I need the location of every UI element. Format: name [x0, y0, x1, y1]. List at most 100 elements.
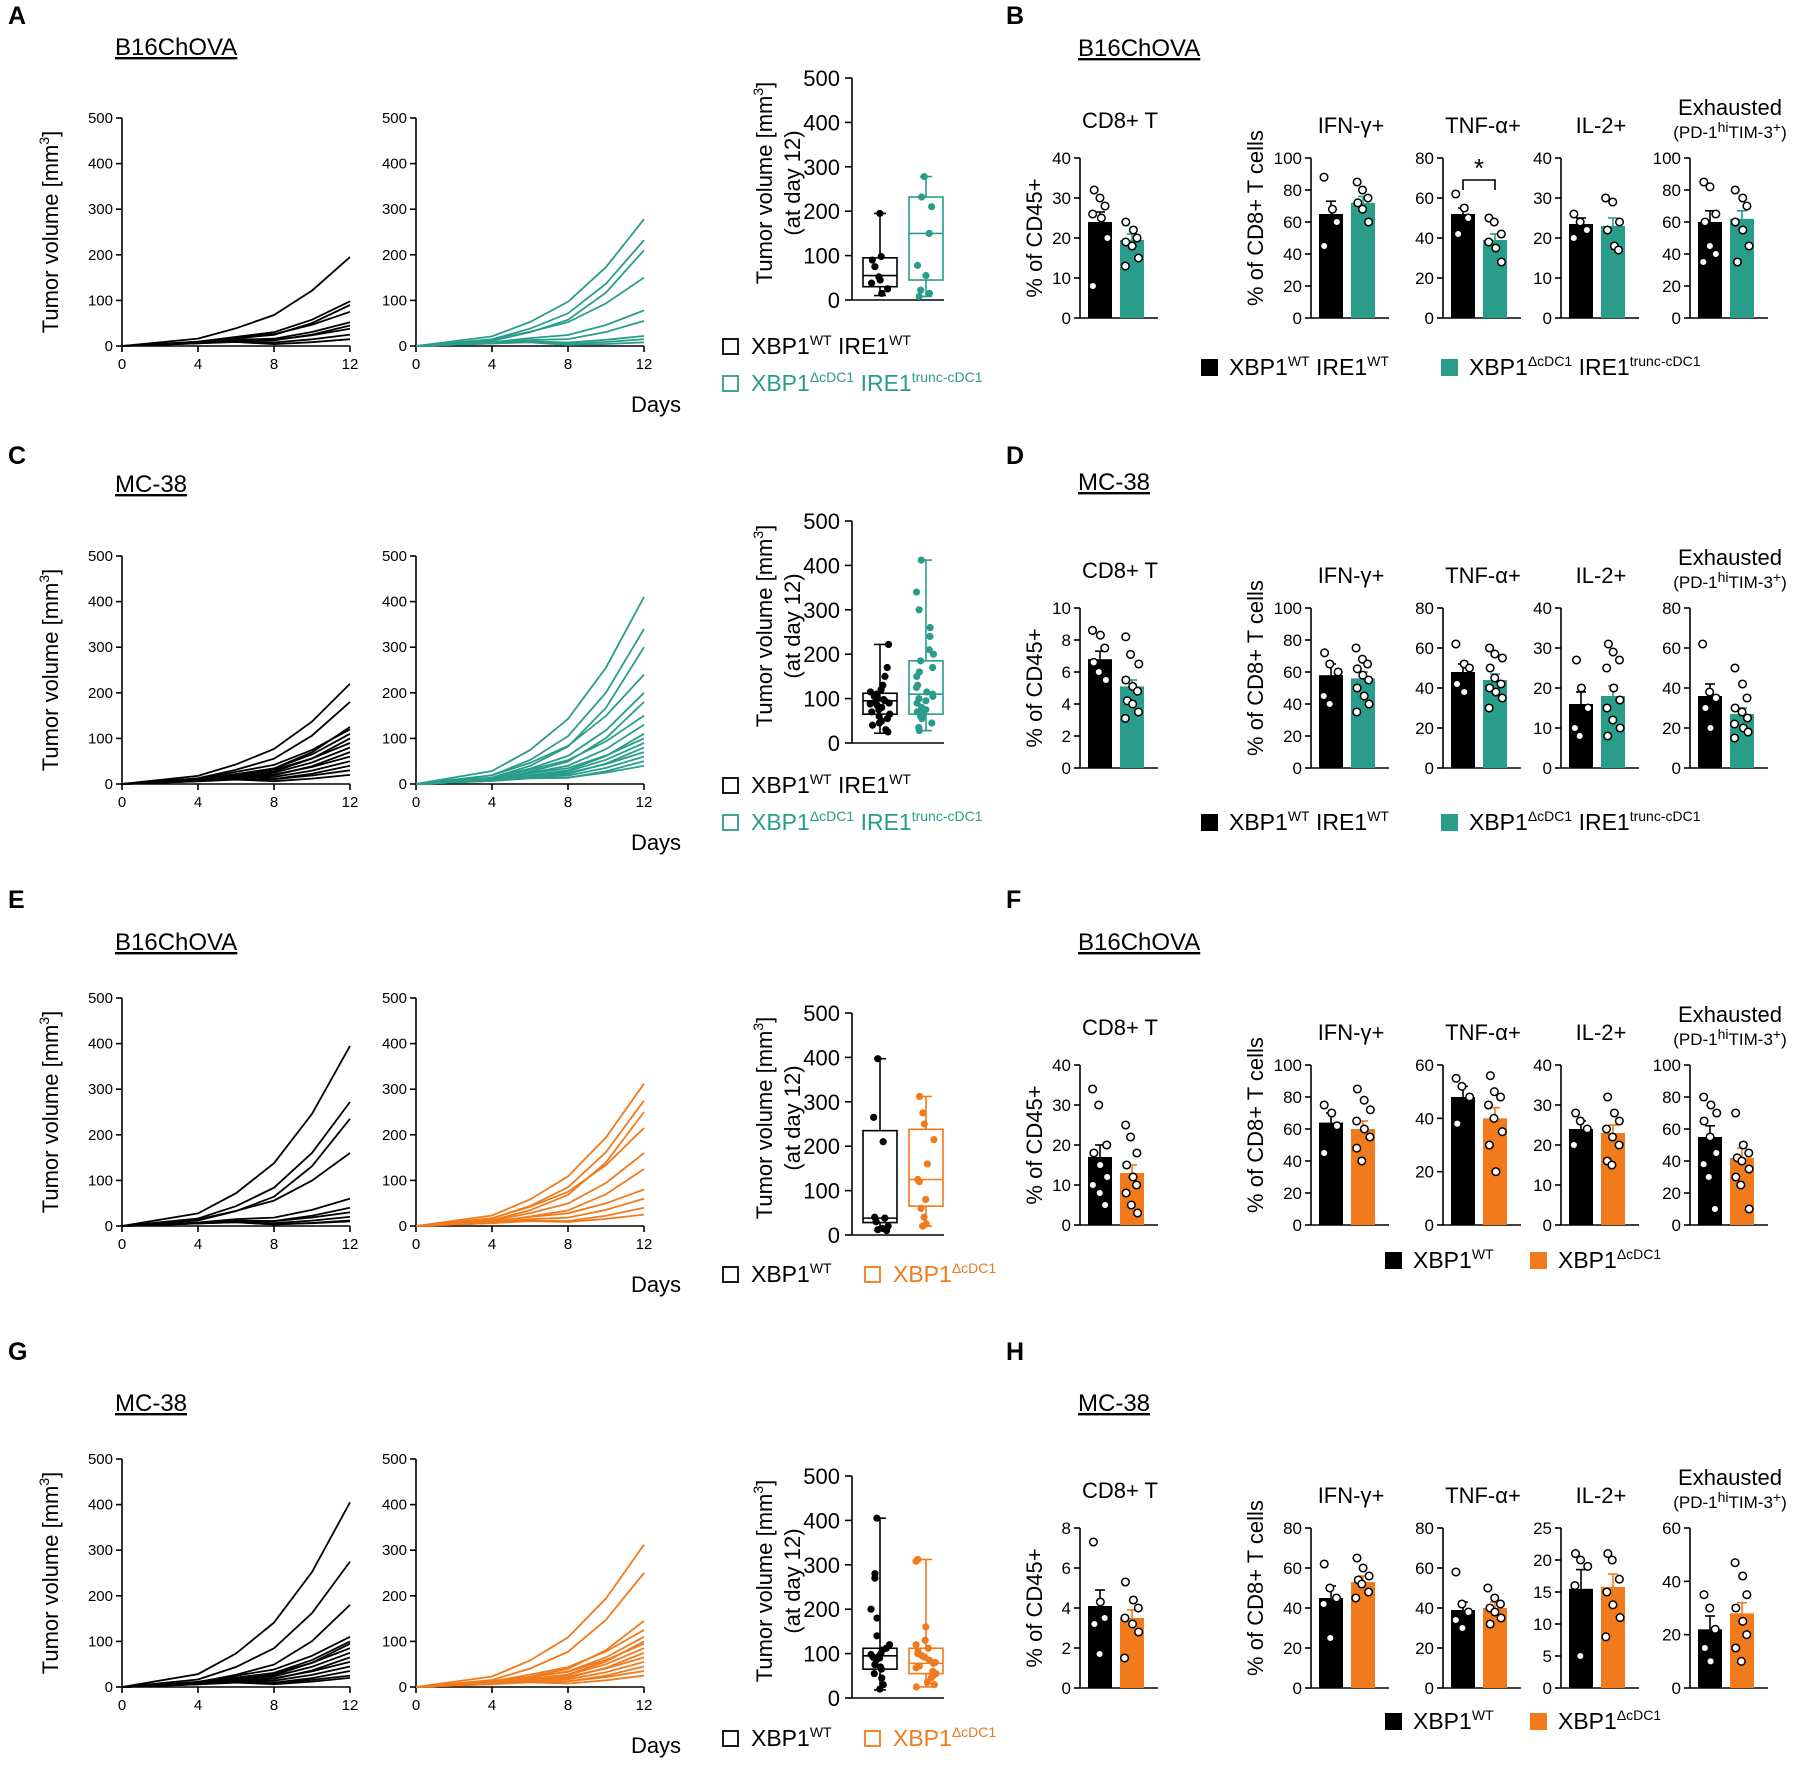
bar-title-cd8: CD8+ T [1082, 108, 1158, 133]
bar-point [1497, 693, 1507, 703]
box-point [926, 632, 934, 641]
bar-point [1603, 731, 1613, 741]
growth-y-tick-label: 300 [382, 201, 407, 218]
bar-point [1583, 703, 1593, 713]
bar-point [1614, 217, 1625, 227]
box-point [878, 1674, 886, 1682]
bar-point [1357, 1156, 1367, 1166]
bar-point [1699, 1092, 1709, 1102]
legend-label-ko: XBP1ΔcDC1 [893, 1260, 996, 1287]
bar-point [1088, 281, 1098, 291]
bar-y-tick-label: 30 [1533, 639, 1552, 658]
bar-point [1614, 1574, 1624, 1584]
legend-ko-a: XBP1 [751, 370, 810, 396]
bar-y-tick-label: 2 [1062, 1639, 1071, 1658]
box-point [884, 640, 893, 649]
growth-x-tick-label: 4 [194, 1236, 202, 1253]
legend-ko-bs: trunc-cDC1 [912, 808, 983, 824]
box-point [918, 193, 926, 201]
bar-y-tick-label: 80 [1662, 1088, 1681, 1107]
box-y-label-2: (at day 12) [780, 1528, 805, 1633]
box-y-tick-label: 100 [803, 244, 840, 269]
bar-point [1127, 1619, 1138, 1629]
bar-point [1485, 1619, 1495, 1629]
bar-point [1731, 1108, 1741, 1118]
bar-point [1101, 675, 1111, 685]
bar-y-tick-label: 0 [1672, 759, 1681, 778]
growth-x-label: Days [631, 830, 681, 855]
bar-y-tick-label: 6 [1062, 1559, 1071, 1578]
growth-curve [121, 683, 351, 785]
growth-y-tick-label: 200 [88, 1127, 113, 1144]
bar-point [1089, 185, 1099, 195]
bar-point [1489, 217, 1499, 227]
bar-point [1465, 1092, 1475, 1102]
bar-point [1352, 707, 1362, 717]
growth-chart-2-ko: 0 100 200 300 400 500 0 4 8 12 Days [382, 990, 681, 1297]
exh-a: (PD-1 [1673, 1493, 1717, 1512]
bar-point [1742, 1590, 1752, 1600]
bar-y-tick-label: 0 [1293, 309, 1302, 328]
bar-y-tick-label: 60 [1415, 189, 1434, 208]
growth-curve [415, 1127, 645, 1227]
box-point [913, 672, 921, 681]
box-point [929, 650, 937, 658]
bar-point [1332, 1121, 1342, 1131]
exh-c: ) [1781, 1493, 1787, 1512]
bar-chart-0-tnfa: 0 20 40 60 80 * TNF-α+ [1415, 113, 1521, 328]
legend-left-3: XBP1WT XBP1ΔcDC1 [722, 1724, 996, 1751]
bar-y-tick-label: 60 [1415, 1559, 1434, 1578]
bar-y-tick-label: 30 [1052, 1096, 1071, 1115]
bar-y-label-cd45: % of CD45+ [1022, 628, 1047, 747]
bar-y-tick-label: 60 [1662, 639, 1681, 658]
legend-label-wt: XBP1WT IRE1WT [1229, 353, 1389, 380]
bar-point [1333, 667, 1343, 677]
bar-y-tick-label: 30 [1533, 1096, 1552, 1115]
bar-y-tick-label: 60 [1662, 1120, 1681, 1139]
growth-y-label-sup: 3 [36, 1017, 52, 1025]
bar-point [1742, 201, 1752, 211]
bar-y-tick-label: 0 [1062, 309, 1071, 328]
box-point [925, 229, 933, 237]
bar-y-tick-label: 40 [1662, 245, 1681, 264]
legend-label-ko: XBP1ΔcDC1 [893, 1724, 996, 1751]
box-point [868, 721, 877, 729]
bar-point [1576, 683, 1586, 693]
box-y-tick-label: 300 [803, 1553, 840, 1578]
growth-y-tick-label: 200 [88, 247, 113, 264]
box-y-label-1-base: Tumor volume [mm [752, 96, 777, 285]
growth-y-tick-label: 100 [88, 292, 113, 309]
bar-y-tick-label: 80 [1283, 1088, 1302, 1107]
growth-curve [121, 1101, 351, 1227]
bar-point [1496, 229, 1506, 239]
growth-y-tick-label: 500 [88, 990, 113, 1007]
growth-chart-3-wt: 0 100 200 300 400 500 0 4 8 12 Tumor volume [mm3] [36, 1451, 358, 1714]
legend-swatch-ko [1441, 814, 1458, 831]
bar-point [1088, 1537, 1098, 1547]
legend-wt-a: XBP1 [751, 333, 810, 359]
box-point [920, 1120, 928, 1128]
bar-point [1489, 1113, 1499, 1123]
legend-swatch-ko [1530, 1713, 1547, 1730]
box-y-tick-label: 200 [803, 1597, 840, 1622]
bar-point [1485, 683, 1495, 693]
growth-x-tick-label: 4 [194, 794, 202, 811]
exh-b: TIM-3 [1729, 1030, 1773, 1049]
legend-label-wt: XBP1WT [1413, 1246, 1494, 1273]
bar-point [1569, 209, 1579, 219]
bar-y-label-cd8: % of CD8+ T cells [1243, 580, 1268, 756]
bar-y-label-cd8: % of CD8+ T cells [1243, 130, 1268, 306]
bar-point [1121, 632, 1131, 642]
box-point [917, 556, 925, 564]
bar-y-tick-label: 20 [1533, 1136, 1552, 1155]
bar-y-tick-label: 10 [1052, 599, 1071, 618]
growth-y-tick-label: 500 [382, 990, 407, 1007]
growth-y-tick-label: 500 [382, 110, 407, 127]
bar-y-tick-label: 20 [1533, 679, 1552, 698]
bar-point [1601, 1632, 1611, 1642]
legend-right-2: XBP1WT XBP1ΔcDC1 [1385, 1246, 1661, 1273]
legend-swatch-ko [864, 1730, 881, 1747]
